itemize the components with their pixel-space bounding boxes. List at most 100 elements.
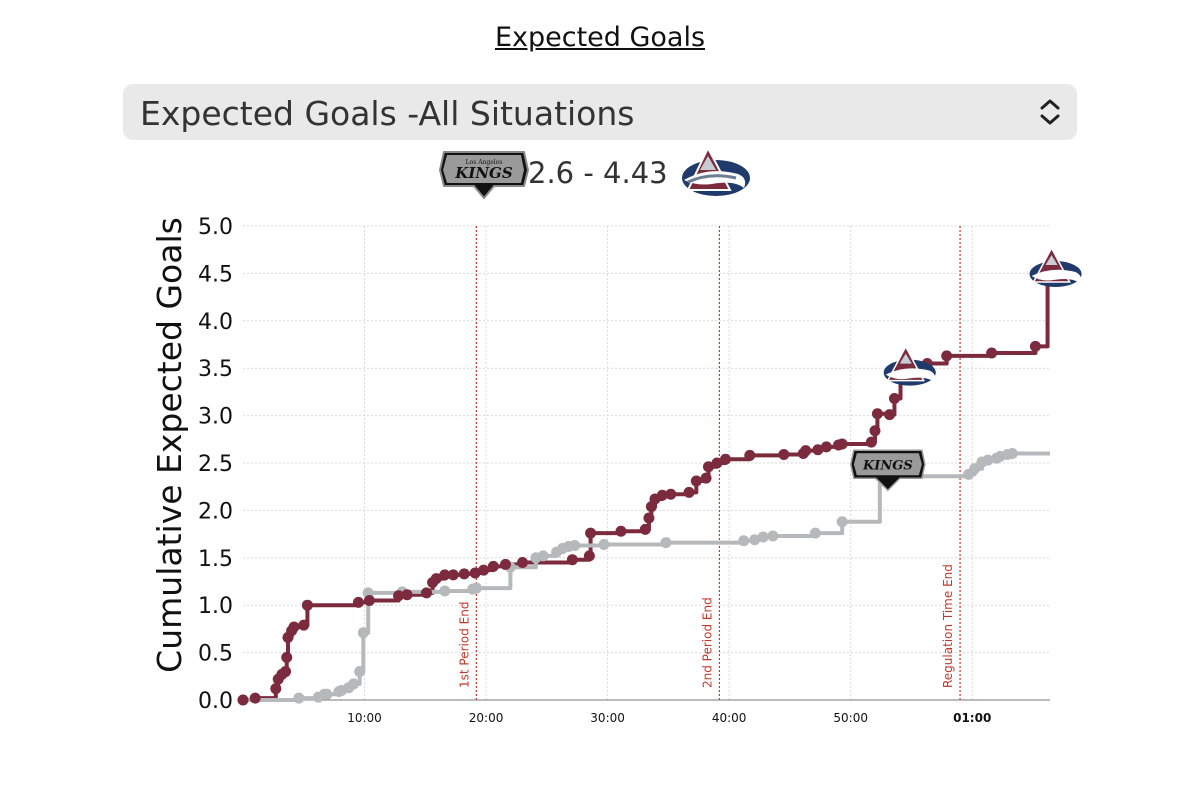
y-axis-label: Cumulative Expected Goals bbox=[150, 217, 189, 673]
data-point bbox=[288, 621, 300, 633]
data-point bbox=[393, 590, 405, 602]
score-text: 2.6 - 4.43 bbox=[528, 156, 668, 190]
data-point bbox=[363, 594, 375, 606]
data-point bbox=[719, 453, 731, 465]
situation-select-value: Expected Goals -All Situations bbox=[140, 94, 635, 133]
data-point bbox=[643, 512, 655, 524]
data-point bbox=[298, 619, 310, 631]
y-tick-label: 3.5 bbox=[198, 357, 233, 382]
data-point bbox=[665, 488, 677, 500]
data-point bbox=[744, 449, 756, 461]
data-point bbox=[598, 539, 610, 551]
data-point bbox=[321, 688, 333, 700]
data-point bbox=[690, 475, 702, 487]
data-point bbox=[583, 550, 595, 562]
data-point bbox=[280, 666, 292, 678]
data-point bbox=[683, 486, 695, 498]
data-point bbox=[566, 554, 578, 566]
period-marker-label: Regulation Time End bbox=[941, 564, 955, 688]
kings-goal-icon: KINGS bbox=[850, 449, 926, 492]
avalanche-logo-icon bbox=[682, 145, 750, 196]
data-point bbox=[660, 537, 672, 549]
up-down-chevron-icon bbox=[1040, 99, 1060, 125]
data-point bbox=[537, 550, 549, 562]
data-point bbox=[778, 448, 790, 460]
axis-layer: 0.0 0.5 1.0 1.5 2.0 2.5 3.0 3.5 4.0 4.5 5.0 10:00 20… bbox=[198, 215, 1050, 725]
data-point bbox=[986, 347, 998, 359]
data-point bbox=[800, 445, 812, 457]
data-point bbox=[871, 408, 883, 420]
score-separator: - bbox=[583, 156, 594, 190]
data-point bbox=[836, 438, 848, 450]
scoreboard: Los Angeles KINGS 2.6 - 4.43 bbox=[0, 142, 1200, 202]
period-marker-label: 2nd Period End bbox=[700, 597, 714, 688]
y-tick-label: 0.5 bbox=[198, 642, 233, 667]
y-tick-label: 0.0 bbox=[198, 689, 233, 714]
y-tick-label: 1.5 bbox=[198, 547, 233, 572]
logo-peak bbox=[1045, 255, 1058, 266]
logo-text: KINGS bbox=[862, 458, 913, 473]
data-point bbox=[458, 568, 470, 580]
data-point bbox=[869, 425, 881, 437]
data-point bbox=[820, 441, 832, 453]
data-point bbox=[711, 457, 723, 469]
data-point bbox=[430, 573, 442, 585]
y-tick-label: 4.5 bbox=[198, 262, 233, 287]
data-point bbox=[293, 692, 305, 704]
data-point bbox=[738, 535, 750, 547]
data-point bbox=[639, 523, 651, 535]
data-point bbox=[500, 558, 512, 570]
y-tick-label: 5.0 bbox=[198, 215, 233, 240]
y-tick-label: 1.0 bbox=[198, 594, 233, 619]
avalanche-goal-icon bbox=[883, 345, 936, 386]
x-tick-label: 40:00 bbox=[712, 711, 747, 725]
x-tick-label: 20:00 bbox=[469, 711, 504, 725]
data-point bbox=[421, 587, 433, 599]
kings-logo-icon: Los Angeles KINGS bbox=[438, 151, 530, 200]
y-tick-label: 2.0 bbox=[198, 499, 233, 524]
data-point bbox=[884, 409, 896, 421]
data-point bbox=[348, 678, 360, 690]
x-tick-label: 01:00 bbox=[953, 711, 991, 725]
situation-select[interactable]: Expected Goals -All Situations bbox=[123, 84, 1077, 140]
data-point bbox=[702, 461, 714, 473]
x-tick-label: 30:00 bbox=[590, 711, 625, 725]
data-point bbox=[585, 527, 597, 539]
data-point bbox=[439, 569, 451, 581]
data-point bbox=[812, 444, 824, 456]
data-point bbox=[569, 539, 581, 551]
data-point bbox=[865, 436, 877, 448]
data-point bbox=[281, 651, 293, 663]
away-score: 4.43 bbox=[603, 156, 668, 190]
data-point bbox=[478, 564, 490, 576]
data-point bbox=[749, 534, 761, 546]
data-point bbox=[767, 530, 779, 542]
y-tick-label: 4.0 bbox=[198, 310, 233, 335]
data-point bbox=[401, 589, 413, 601]
data-point bbox=[982, 454, 994, 466]
data-point bbox=[969, 463, 981, 475]
y-tick-label: 2.5 bbox=[198, 452, 233, 477]
data-point bbox=[888, 393, 900, 405]
data-point bbox=[941, 350, 953, 362]
kings-logo-subtext: Los Angeles bbox=[466, 159, 503, 166]
y-tick-label: 3.0 bbox=[198, 405, 233, 430]
logo-plate bbox=[853, 453, 922, 476]
data-point bbox=[1006, 448, 1018, 460]
data-point bbox=[237, 694, 249, 706]
data-point bbox=[809, 527, 821, 539]
x-tick-label: 10:00 bbox=[347, 711, 382, 725]
data-point bbox=[301, 599, 313, 611]
data-point bbox=[270, 683, 282, 695]
data-point bbox=[469, 567, 481, 579]
logo-swoosh bbox=[885, 368, 936, 382]
logo-swoosh bbox=[1031, 269, 1081, 284]
data-point bbox=[352, 596, 364, 608]
data-point bbox=[1029, 340, 1041, 352]
data-point bbox=[249, 692, 261, 704]
period-marker-label: 1st Period End bbox=[457, 602, 471, 688]
data-point bbox=[700, 472, 712, 484]
data-point bbox=[470, 582, 482, 594]
data-point bbox=[357, 627, 369, 639]
